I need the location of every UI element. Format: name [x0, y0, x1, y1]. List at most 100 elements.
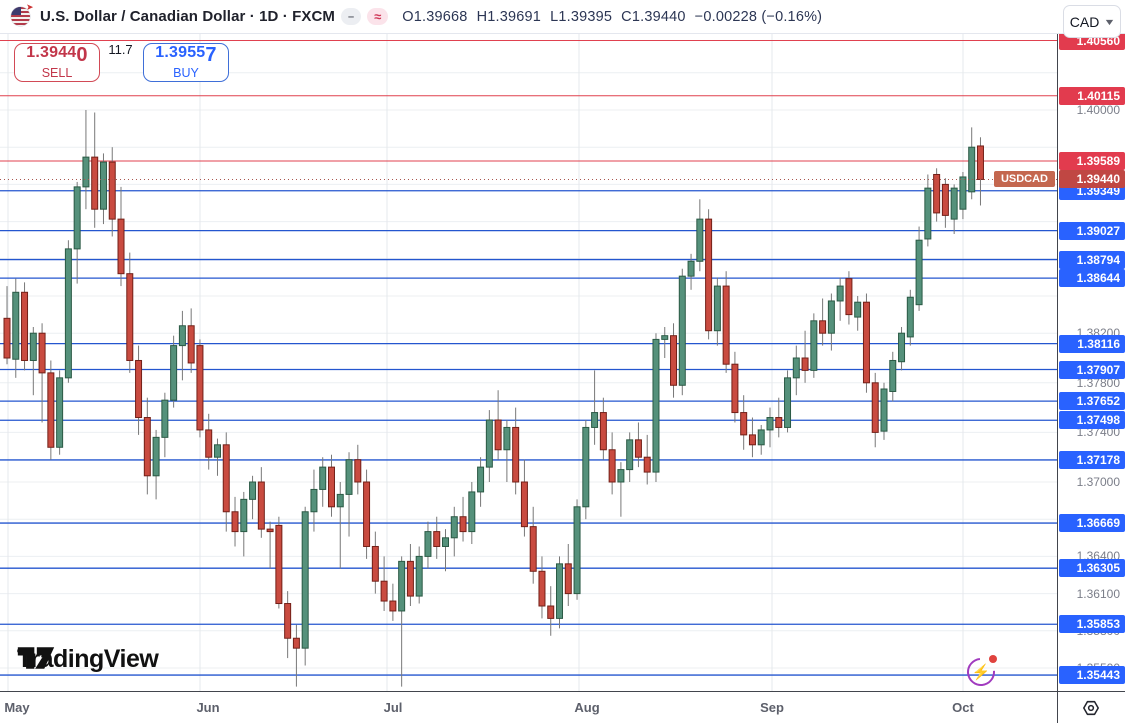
candle[interactable] — [845, 278, 853, 316]
candle[interactable] — [29, 332, 37, 361]
candle[interactable] — [827, 300, 835, 334]
candle[interactable] — [135, 359, 143, 419]
candle[interactable] — [117, 218, 125, 275]
candle[interactable] — [591, 412, 599, 428]
candle[interactable] — [345, 459, 353, 495]
candle[interactable] — [792, 357, 800, 379]
candle[interactable] — [538, 570, 546, 607]
candle[interactable] — [47, 372, 55, 448]
candle[interactable] — [933, 173, 941, 214]
candle[interactable] — [564, 563, 572, 595]
candle[interactable] — [415, 555, 423, 597]
candle[interactable] — [389, 600, 397, 612]
candle[interactable] — [547, 605, 555, 619]
gear-icon[interactable] — [1082, 699, 1100, 717]
candle[interactable] — [161, 399, 169, 438]
approx-badge-icon[interactable]: ≈ — [367, 8, 389, 25]
candle[interactable] — [222, 444, 230, 513]
candle[interactable] — [748, 434, 756, 446]
candle[interactable] — [582, 426, 590, 508]
candle[interactable] — [626, 439, 634, 471]
candle[interactable] — [810, 320, 818, 371]
candle[interactable] — [687, 260, 695, 277]
candle[interactable] — [740, 412, 748, 436]
candle[interactable] — [836, 285, 844, 302]
candle[interactable] — [442, 537, 449, 547]
candle[interactable] — [21, 291, 29, 361]
candle[interactable] — [152, 436, 160, 477]
candle[interactable] — [968, 146, 976, 193]
candle[interactable] — [634, 439, 642, 458]
candle[interactable] — [450, 516, 458, 539]
candle[interactable] — [64, 248, 72, 379]
candle[interactable] — [231, 511, 239, 533]
candle[interactable] — [906, 296, 914, 338]
candle[interactable] — [766, 417, 774, 431]
candle[interactable] — [327, 466, 335, 508]
candle[interactable] — [976, 145, 984, 180]
candle[interactable] — [608, 449, 616, 483]
candle[interactable] — [424, 531, 432, 557]
candle[interactable] — [310, 488, 318, 513]
price-axis[interactable]: 1.40000 1.38200 1.37800 1.37400 1.37000 1.364… — [1057, 33, 1125, 691]
candle[interactable] — [319, 466, 327, 490]
buy-button[interactable]: 1.39557 BUY — [143, 43, 229, 82]
candle[interactable] — [485, 419, 493, 468]
chart-canvas[interactable]: 1.39440 SELL 1.39557 BUY 11.7 USDCAD Tra… — [0, 33, 1057, 691]
candle[interactable] — [240, 498, 248, 533]
candle[interactable] — [91, 156, 99, 210]
candle[interactable] — [82, 156, 90, 188]
candle[interactable] — [801, 357, 809, 371]
candle[interactable] — [757, 429, 765, 446]
candle[interactable] — [187, 325, 195, 364]
candle[interactable] — [56, 377, 64, 448]
time-axis[interactable]: May Jun Jul Aug Sep Oct — [0, 691, 1125, 723]
candle[interactable] — [275, 524, 283, 605]
candle[interactable] — [529, 526, 537, 572]
candle[interactable] — [854, 301, 862, 318]
candle[interactable] — [652, 338, 660, 473]
candle[interactable] — [661, 335, 669, 340]
candle[interactable] — [170, 345, 178, 401]
candle[interactable] — [406, 560, 414, 597]
candle[interactable] — [284, 603, 292, 639]
candle[interactable] — [617, 469, 625, 483]
candle[interactable] — [73, 186, 81, 250]
candle[interactable] — [213, 444, 221, 458]
candle[interactable] — [880, 388, 888, 432]
candle[interactable] — [722, 285, 730, 365]
currency-dropdown[interactable]: CAD ▼ — [1063, 5, 1121, 38]
candle[interactable] — [924, 187, 932, 240]
candle[interactable] — [713, 285, 721, 332]
candle[interactable] — [950, 187, 958, 220]
candle[interactable] — [178, 325, 186, 347]
candle[interactable] — [143, 417, 151, 477]
candle[interactable] — [205, 429, 213, 458]
candle[interactable] — [599, 412, 607, 451]
candle[interactable] — [573, 506, 581, 595]
candle[interactable] — [12, 291, 20, 360]
candle[interactable] — [354, 459, 362, 483]
candle[interactable] — [915, 239, 923, 306]
candle[interactable] — [301, 511, 309, 649]
candle[interactable] — [643, 456, 651, 473]
candle[interactable] — [819, 320, 827, 334]
candle[interactable] — [257, 481, 265, 530]
candle[interactable] — [705, 218, 713, 332]
candle[interactable] — [503, 426, 511, 451]
candle[interactable] — [941, 183, 949, 216]
candle[interactable] — [433, 531, 441, 547]
candle[interactable] — [670, 335, 678, 386]
minus-badge-icon[interactable]: – — [340, 8, 362, 25]
candle[interactable] — [3, 317, 11, 359]
candle[interactable] — [398, 560, 406, 612]
candle[interactable] — [108, 161, 116, 220]
candle[interactable] — [520, 481, 528, 528]
sell-button[interactable]: 1.39440 SELL — [14, 43, 100, 82]
candle[interactable] — [266, 528, 274, 533]
candle[interactable] — [196, 345, 204, 431]
candle[interactable] — [477, 466, 485, 493]
candle[interactable] — [336, 493, 344, 508]
candle[interactable] — [512, 426, 520, 483]
candle[interactable] — [459, 516, 467, 533]
